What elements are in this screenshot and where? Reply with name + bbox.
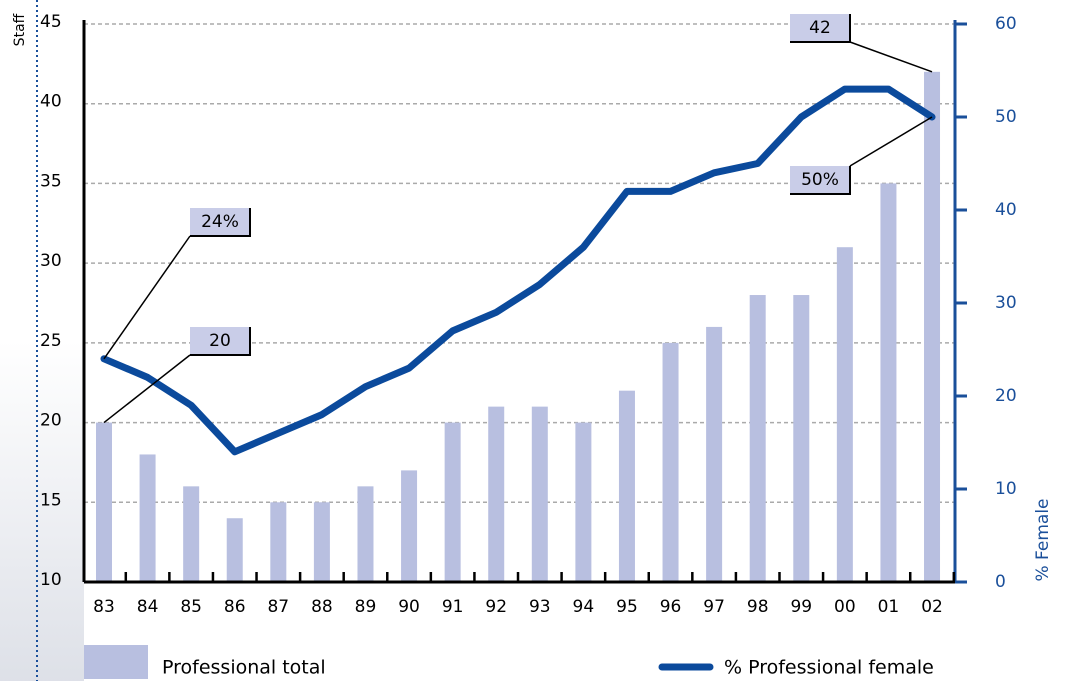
y-tick-label: 35 [40,171,62,191]
x-tick-label: 02 [921,597,943,617]
x-tick-label: 83 [93,597,115,617]
y2-tick-label: 20 [995,386,1017,406]
bar [183,486,199,582]
y-tick-label: 25 [40,331,62,351]
bar [575,423,591,582]
callout-label: 20 [209,331,231,351]
y-tick-label: 45 [40,12,62,32]
legend-label: % Professional female [724,657,934,679]
y2-tick-label: 30 [995,293,1017,313]
legend-label: Professional total [162,657,326,679]
bar [445,423,461,582]
bar [227,518,243,582]
bar [793,295,809,582]
x-tick-label: 84 [137,597,159,617]
x-tick-label: 86 [224,597,246,617]
x-tick-label: 92 [485,597,507,617]
callout-leader [104,236,190,359]
y2-tick-label: 0 [995,572,1006,592]
x-tick-label: 93 [529,597,551,617]
bar [488,407,504,582]
callout-label: 24% [201,212,239,232]
x-tick-label: 94 [573,597,595,617]
x-tick-label: 97 [703,597,725,617]
bar [140,454,156,582]
bar [750,295,766,582]
legend-swatch [84,645,148,679]
bar [401,470,417,582]
y-tick-label: 20 [40,411,62,431]
bar [314,502,330,582]
y-axis-label: Staff [12,13,28,46]
y2-axis-label: % Female [1033,498,1053,581]
chart: Staff % Female 1015202530354045010203040… [0,0,1066,681]
x-tick-label: 88 [311,597,333,617]
bar [270,502,286,582]
y-tick-label: 10 [40,570,62,590]
bar [706,327,722,582]
x-tick-label: 95 [616,597,638,617]
x-tick-label: 01 [878,597,900,617]
x-tick-label: 99 [790,597,812,617]
bar [880,183,896,582]
bar [619,391,635,582]
bar [357,486,373,582]
x-tick-label: 91 [442,597,464,617]
callout-leader [850,117,932,166]
x-tick-label: 89 [355,597,377,617]
x-tick-label: 90 [398,597,420,617]
y2-tick-label: 60 [995,14,1017,34]
y-tick-label: 15 [40,490,62,510]
y2-tick-label: 50 [995,107,1017,127]
callout-leader [850,42,932,72]
y-tick-label: 40 [40,92,62,112]
x-tick-label: 98 [747,597,769,617]
x-tick-label: 00 [834,597,856,617]
x-tick-label: 96 [660,597,682,617]
y2-tick-label: 40 [995,200,1017,220]
callout-label: 50% [801,170,839,190]
bar [924,72,940,582]
y2-tick-label: 10 [995,479,1017,499]
bar [663,343,679,582]
x-tick-label: 85 [180,597,202,617]
bar [837,247,853,582]
bar [96,423,112,582]
bar [532,407,548,582]
x-tick-label: 87 [267,597,289,617]
callout-label: 42 [809,18,831,38]
y-tick-label: 30 [40,251,62,271]
